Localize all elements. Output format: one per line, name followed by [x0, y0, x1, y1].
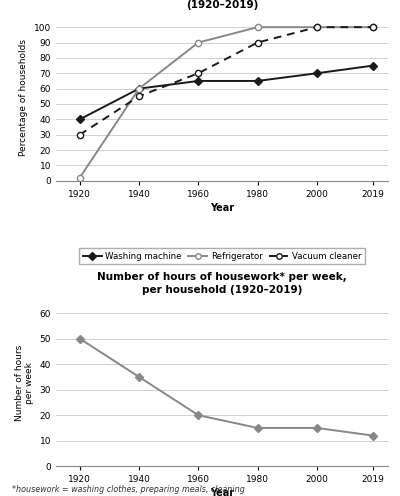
Title: Percentage of households with electrical appliances
(1920–2019): Percentage of households with electrical… — [68, 0, 376, 10]
Title: Number of hours of housework* per week,
per household (1920–2019): Number of hours of housework* per week, … — [97, 272, 347, 295]
Y-axis label: Number of hours
per week: Number of hours per week — [15, 345, 34, 422]
X-axis label: Year: Year — [210, 203, 234, 213]
Text: *housework = washing clothes, preparing meals, cleaning: *housework = washing clothes, preparing … — [12, 485, 245, 494]
Legend: Washing machine, Refrigerator, Vacuum cleaner: Washing machine, Refrigerator, Vacuum cl… — [79, 248, 365, 264]
Y-axis label: Percentage of households: Percentage of households — [19, 39, 28, 156]
X-axis label: Year: Year — [210, 489, 234, 496]
